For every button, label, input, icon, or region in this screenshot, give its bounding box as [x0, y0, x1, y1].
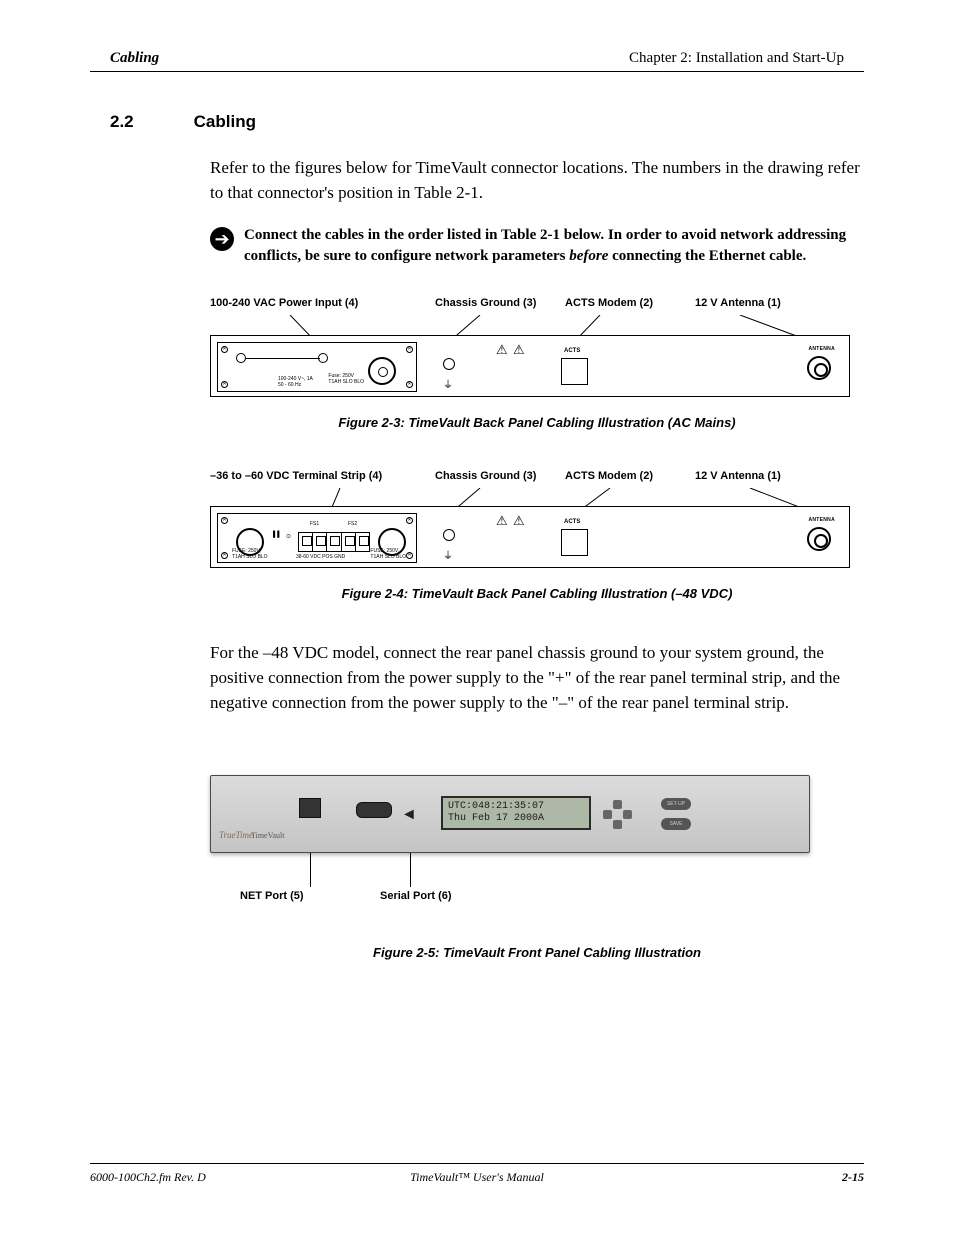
screw-icon	[406, 346, 413, 353]
fig3-power-rating: 100-240 V~, 1A 50 - 60 Hz	[278, 377, 313, 388]
intro-paragraph: Refer to the figures below for TimeVault…	[210, 156, 864, 205]
callout-line	[310, 853, 311, 887]
fig3-label-power: 100-240 VAC Power Input (4)	[210, 297, 435, 309]
antenna-connector-icon	[807, 527, 831, 551]
fig3-labels: 100-240 VAC Power Input (4) Chassis Grou…	[210, 297, 864, 309]
footer-mid: TimeVault™ User's Manual	[410, 1170, 544, 1185]
ground-symbol-icon: ⏚	[443, 376, 453, 391]
warning-triangle-icon: ⚠	[513, 513, 525, 529]
nav-left-icon	[603, 810, 612, 819]
fig4-fuse-l-text: FUSE: 250V, T1AH SLO BLO	[232, 549, 268, 560]
arrow-left-icon: ◄	[401, 806, 417, 824]
fig4-fs2: FS2	[348, 522, 357, 528]
fig4-fuse-r-text: FUSE: 250V, T1AH SLO BLO	[370, 549, 406, 560]
fig4-label-antenna: 12 V Antenna (1)	[695, 470, 815, 482]
fig3-label-ground: Chassis Ground (3)	[435, 297, 565, 309]
brand-label-2: TimeVault	[251, 831, 285, 840]
save-button-graphic: SAVE	[661, 818, 691, 830]
screw-icon	[406, 381, 413, 388]
callout-line	[410, 853, 411, 887]
arrow-icon: ➔	[210, 227, 234, 251]
fig4-dot-icon: ⊙	[286, 534, 291, 541]
screw-icon	[221, 381, 228, 388]
fig4-power-module: ▌▌ ⊙ FS1 FS2 FUSE: 250V, T1AH SLO BLO 38…	[217, 513, 417, 563]
note-emphasis: before	[569, 248, 608, 264]
hole-icon	[236, 353, 246, 363]
fig4-fs1: FS1	[310, 522, 319, 528]
footer-left: 6000-100Ch2.fm Rev. D	[90, 1170, 206, 1185]
warning-triangle-icon: ⚠	[513, 342, 525, 358]
note-line2: connecting the Ethernet cable.	[608, 248, 806, 264]
fig3-fuse-text: Fuse: 250V T1AH SLO BLO	[328, 374, 364, 385]
fig3-caption: Figure 2-3: TimeVault Back Panel Cabling…	[210, 415, 864, 430]
figure-2-3: 100-240 VAC Power Input (4) Chassis Grou…	[210, 297, 864, 430]
screw-icon	[406, 552, 413, 559]
acts-port-icon	[561, 529, 588, 556]
acts-port-icon	[561, 358, 588, 385]
fan-icon	[368, 357, 396, 385]
nav-pad	[603, 800, 633, 830]
screw-icon	[406, 517, 413, 524]
section-number: 2.2	[110, 112, 134, 132]
bar-icon	[246, 358, 320, 359]
dc-paragraph: For the –48 VDC model, connect the rear …	[210, 641, 864, 715]
setup-button-graphic: SET-UP	[661, 798, 691, 810]
header-section-name: Cabling	[110, 50, 159, 67]
section-title: Cabling	[194, 112, 256, 132]
header-chapter: Chapter 2: Installation and Start-Up	[629, 50, 844, 67]
fig4-label-acts: ACTS Modem (2)	[565, 470, 695, 482]
fig3-power-module: 100-240 V~, 1A 50 - 60 Hz Fuse: 250V T1A…	[217, 342, 417, 392]
fig5-label-net: NET Port (5)	[240, 890, 304, 902]
ground-lug-icon	[443, 358, 455, 370]
fig4-antenna-label: ANTENNA	[808, 517, 835, 523]
fig3-label-antenna: 12 V Antenna (1)	[695, 297, 815, 309]
figure-2-4: –36 to –60 VDC Terminal Strip (4) Chassi…	[210, 470, 864, 601]
terminal-strip-icon	[298, 532, 370, 552]
fig3-label-acts: ACTS Modem (2)	[565, 297, 695, 309]
screw-icon	[221, 346, 228, 353]
lcd-line2: Thu Feb 17 2000A	[448, 813, 584, 825]
fig4-label-ground: Chassis Ground (3)	[435, 470, 565, 482]
serial-port-icon	[356, 802, 392, 818]
net-port-icon	[299, 798, 321, 818]
page-header: Cabling Chapter 2: Installation and Star…	[90, 50, 864, 72]
fig5-label-serial: Serial Port (6)	[380, 890, 452, 902]
figure-2-5: TrueTime TimeVault ◄ UTC:048:21:35:07 Th…	[210, 775, 864, 960]
fig4-panel: ▌▌ ⊙ FS1 FS2 FUSE: 250V, T1AH SLO BLO 38…	[210, 506, 850, 568]
ground-symbol-icon: ⏚	[443, 547, 453, 562]
lcd-display: UTC:048:21:35:07 Thu Feb 17 2000A	[441, 796, 591, 830]
antenna-connector-icon	[807, 356, 831, 380]
section-heading: 2.2 Cabling	[90, 112, 864, 132]
footer-page-number: 2-15	[842, 1170, 864, 1185]
fig4-acts-label: ACTS	[564, 519, 580, 525]
page-footer: 6000-100Ch2.fm Rev. D TimeVault™ User's …	[90, 1163, 864, 1185]
nav-up-icon	[613, 800, 622, 809]
note-text: Connect the cables in the order listed i…	[244, 225, 864, 267]
fig4-labels: –36 to –60 VDC Terminal Strip (4) Chassi…	[210, 470, 864, 482]
nav-down-icon	[613, 820, 622, 829]
fig4-bar-icon: ▌▌	[273, 532, 282, 539]
nav-right-icon	[623, 810, 632, 819]
front-panel: TrueTime TimeVault ◄ UTC:048:21:35:07 Th…	[210, 775, 810, 853]
fig5-caption: Figure 2-5: TimeVault Front Panel Cablin…	[210, 945, 864, 960]
ground-lug-icon	[443, 529, 455, 541]
fig4-term-labels: 38-60 VDC POS GND	[296, 555, 345, 561]
warning-triangle-icon: ⚠	[496, 342, 508, 358]
note-block: ➔ Connect the cables in the order listed…	[210, 225, 864, 267]
screw-icon	[221, 552, 228, 559]
fig3-acts-label: ACTS	[564, 348, 580, 354]
warning-triangle-icon: ⚠	[496, 513, 508, 529]
fig4-caption: Figure 2-4: TimeVault Back Panel Cabling…	[210, 586, 864, 601]
fig3-antenna-label: ANTENNA	[808, 346, 835, 352]
fig3-panel: 100-240 V~, 1A 50 - 60 Hz Fuse: 250V T1A…	[210, 335, 850, 397]
brand-label-1: TrueTime	[219, 830, 253, 840]
fig4-label-power: –36 to –60 VDC Terminal Strip (4)	[210, 470, 435, 482]
lcd-line1: UTC:048:21:35:07	[448, 801, 584, 813]
screw-icon	[221, 517, 228, 524]
